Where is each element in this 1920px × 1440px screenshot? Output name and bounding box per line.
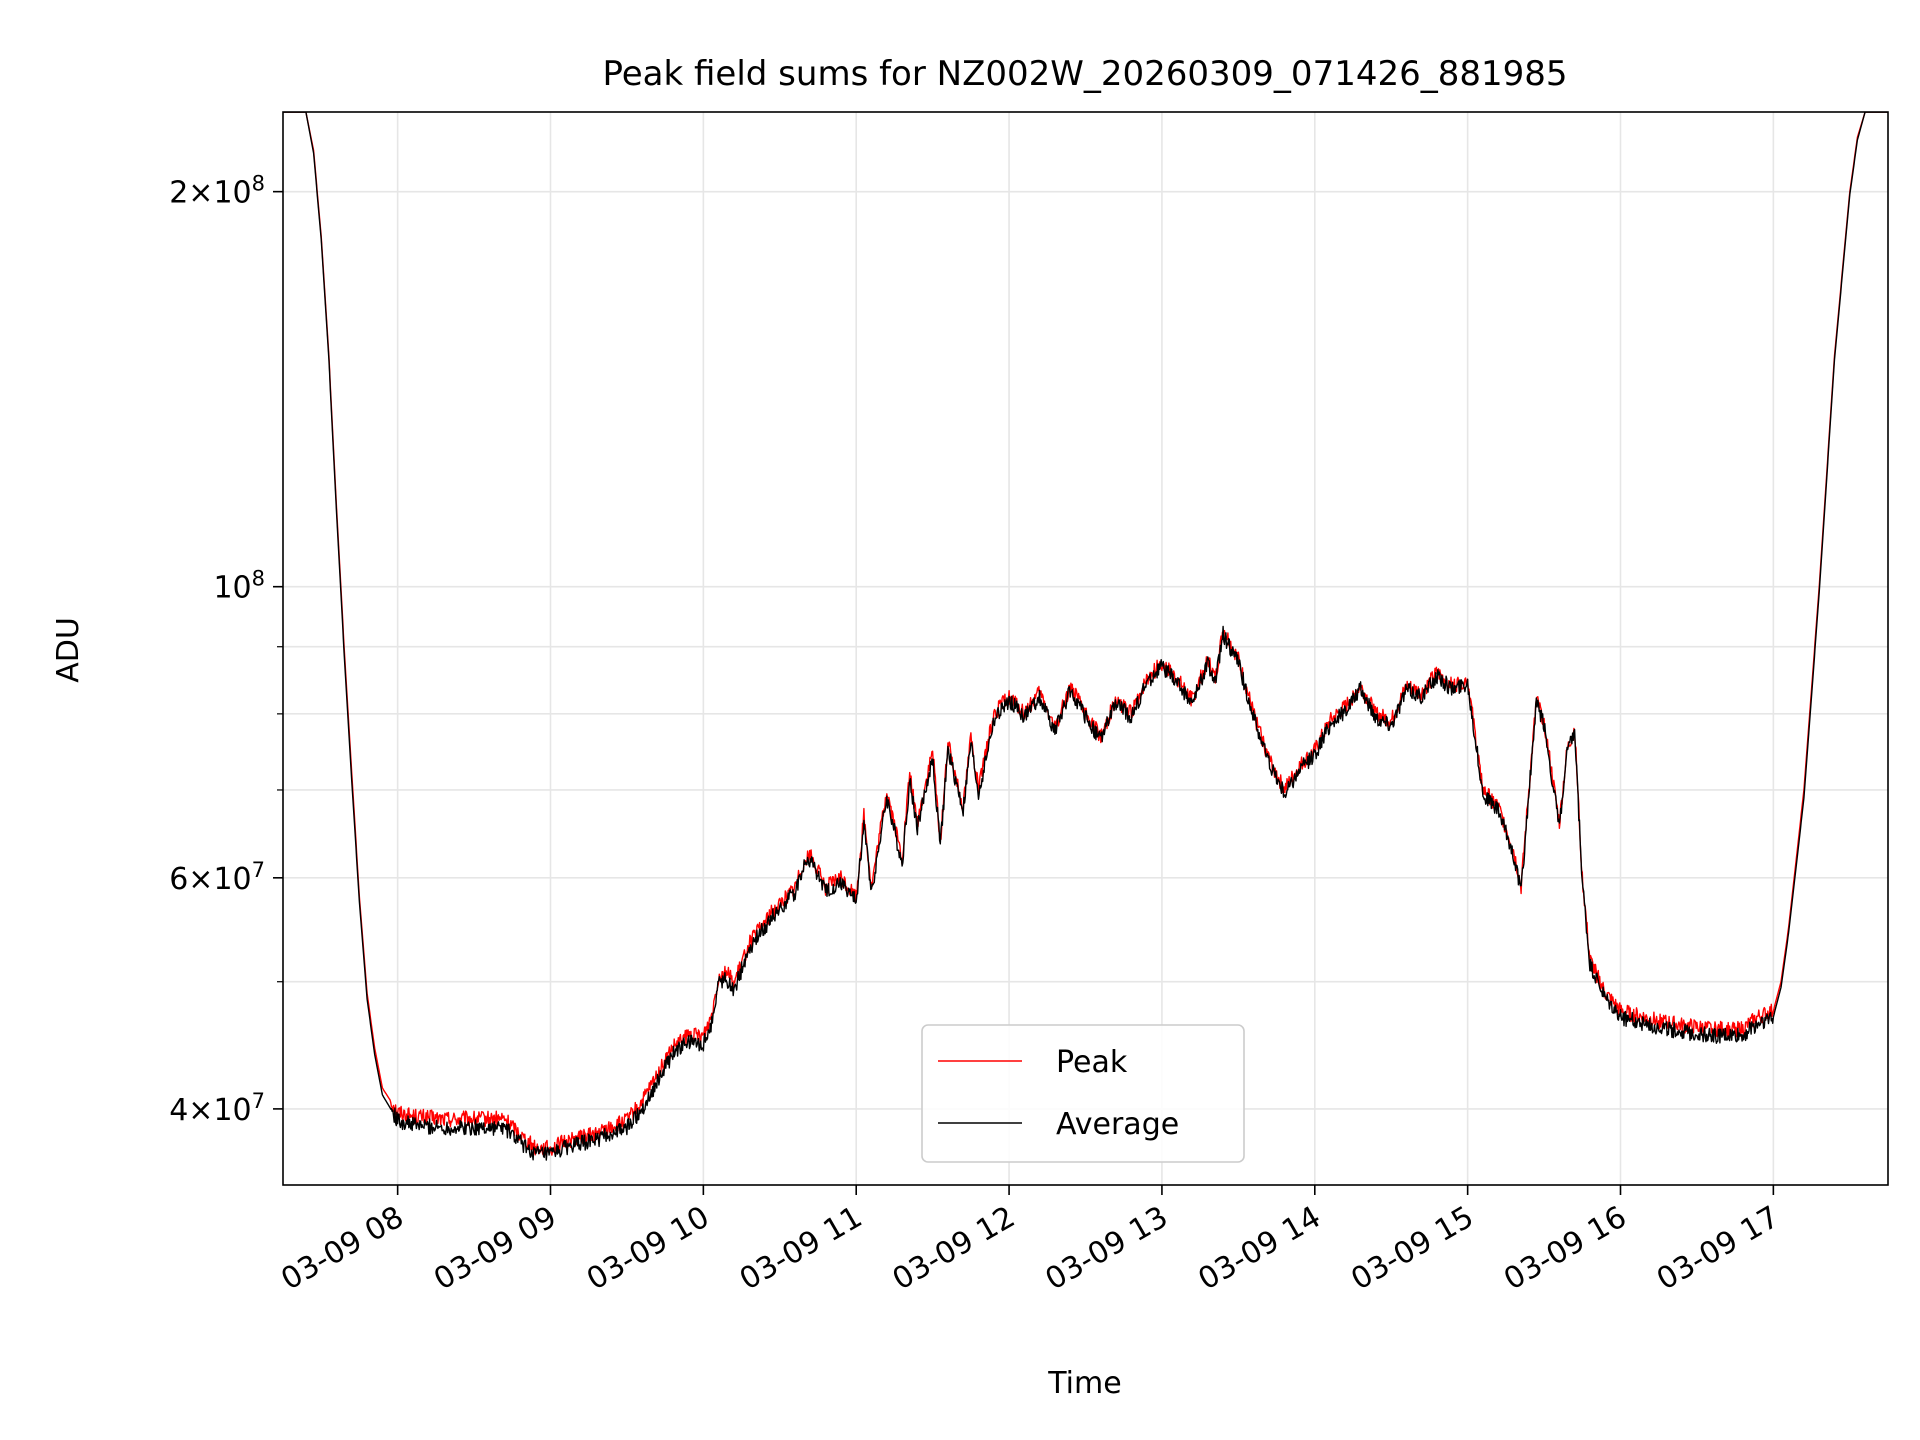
y-axis: 4×107 6×107 108 2×108 bbox=[169, 172, 283, 1128]
axes-frame bbox=[282, 111, 1889, 1186]
series-layer bbox=[283, 112, 1888, 1161]
legend-label-peak: Peak bbox=[1056, 1045, 1128, 1080]
y-tick-label: 6×107 bbox=[169, 858, 265, 897]
legend-label-average: Average bbox=[1056, 1107, 1179, 1142]
y-tick-label: 108 bbox=[213, 567, 265, 606]
y-tick-label: 4×107 bbox=[169, 1089, 265, 1128]
legend-box bbox=[921, 1024, 1245, 1163]
y-axis-label: ADU bbox=[51, 617, 86, 683]
legend: Peak Average bbox=[921, 1024, 1245, 1163]
x-axis-label: Time bbox=[1047, 1366, 1121, 1401]
y-tick-label: 2×108 bbox=[169, 172, 265, 211]
series-line-average bbox=[283, 112, 1888, 1161]
chart-title: Peak field sums for NZ002W_20260309_0714… bbox=[602, 54, 1567, 94]
